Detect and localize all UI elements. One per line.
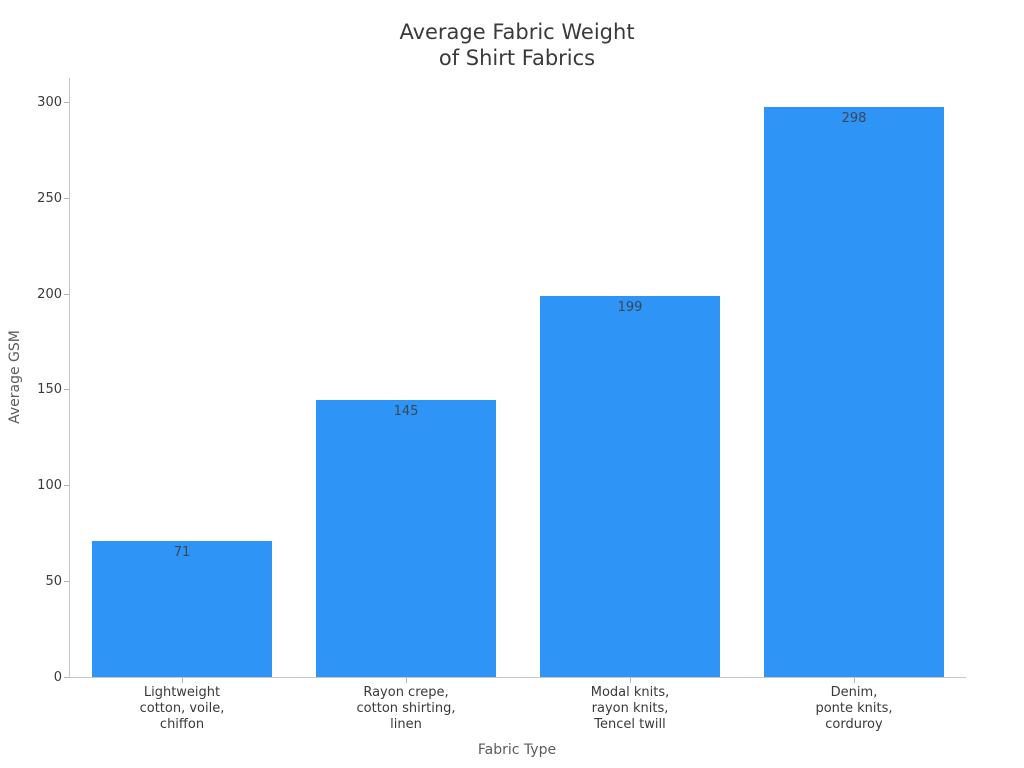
x-tick-label-line: Modal knits,: [590, 685, 670, 700]
chart-title-line: of Shirt Fabrics: [438, 46, 596, 70]
x-tick-label-line: Lightweight: [143, 685, 221, 700]
bar-4: 298: [764, 106, 944, 677]
y-tick-mark: [64, 389, 69, 391]
y-tick-label: 250: [37, 191, 62, 207]
x-tick-mark: [405, 678, 407, 683]
x-tick-label: Rayon crepe, cotton shirting, linen: [296, 685, 516, 733]
chart-title-line: Average Fabric Weight: [399, 20, 635, 44]
chart-title: Average Fabric Weight of Shirt Fabrics: [69, 19, 965, 71]
y-tick-label: 50: [45, 573, 62, 589]
bar-value-label: 199: [617, 300, 643, 316]
bar-value-label: 145: [393, 403, 419, 419]
x-tick-label-line: rayon knits,: [591, 701, 669, 716]
y-tick-mark: [64, 676, 69, 678]
x-tick-label-line: Denim,: [830, 685, 878, 700]
x-tick-mark: [853, 678, 855, 683]
y-axis-label: Average GSM: [7, 330, 23, 424]
y-tick-mark: [64, 198, 69, 200]
y-tick-mark: [64, 293, 69, 295]
y-tick-label: 200: [37, 286, 62, 302]
y-tick-label: 300: [37, 95, 62, 111]
bar-2: 145: [316, 399, 496, 677]
x-tick-label-line: linen: [390, 717, 422, 732]
x-tick-label-line: cotton shirting,: [356, 701, 456, 716]
plot-area: 0 50 100 150 200 250 300 71 Lightweight cotton, v…: [37, 78, 966, 732]
y-tick-label: 100: [37, 478, 62, 494]
x-tick-label: Lightweight cotton, voile, chiffon: [72, 685, 292, 733]
x-tick-label-line: chiffon: [159, 717, 205, 732]
x-axis-label: Fabric Type: [477, 742, 557, 758]
x-tick-label-line: ponte knits,: [815, 701, 893, 716]
x-tick-label-line: corduroy: [825, 717, 883, 732]
x-tick-label-line: Rayon crepe,: [363, 685, 449, 700]
y-tick-label: 150: [37, 382, 62, 398]
bar-1: 71: [92, 541, 272, 677]
x-tick-label: Denim, ponte knits, corduroy: [744, 685, 964, 733]
x-tick-mark: [629, 678, 631, 683]
y-tick-mark: [64, 580, 69, 582]
bar-value-label: 71: [173, 545, 191, 561]
y-tick-mark: [64, 485, 69, 487]
x-tick-label: Modal knits, rayon knits, Tencel twill: [520, 685, 740, 733]
x-tick-label-line: Tencel twill: [594, 717, 666, 732]
x-tick-mark: [181, 678, 183, 683]
y-tick-label: 0: [53, 669, 62, 685]
bar-value-label: 298: [841, 110, 867, 126]
x-tick-label-line: cotton, voile,: [139, 701, 225, 716]
bar-3: 199: [540, 296, 720, 677]
y-tick-mark: [64, 102, 69, 104]
